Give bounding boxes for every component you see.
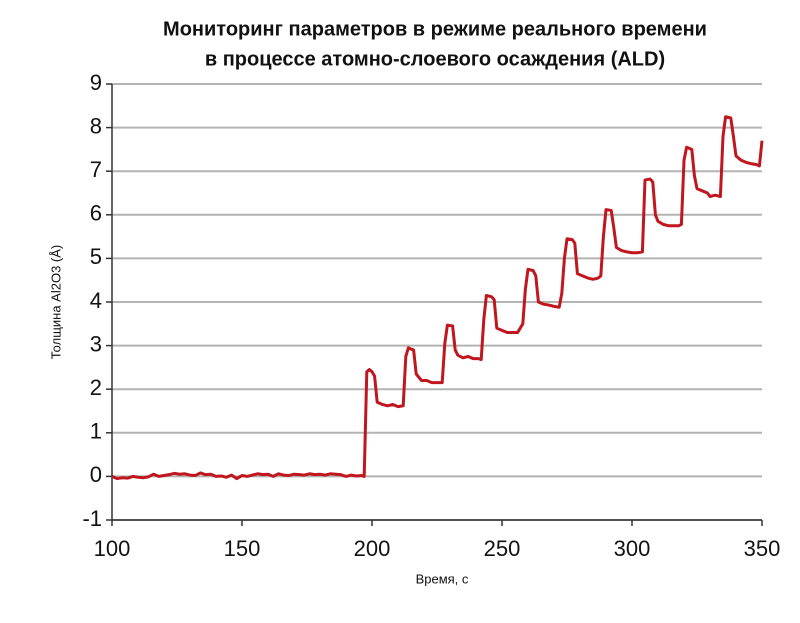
x-tick-label: 100 <box>94 536 131 561</box>
chart-title: в процессе атомно-слоевого осаждения (AL… <box>205 48 665 70</box>
y-tick-label: 9 <box>90 70 102 95</box>
data-line <box>111 115 764 481</box>
y-tick-label: 6 <box>90 201 102 226</box>
y-tick-label: 7 <box>90 157 102 182</box>
x-axis-label: Время, с <box>416 571 469 586</box>
y-tick-label: 1 <box>90 419 102 444</box>
y-tick-label: 5 <box>90 244 102 269</box>
y-tick-label: 4 <box>90 288 102 313</box>
y-tick-label: 3 <box>90 331 102 356</box>
y-axis-label: Толщина Al2O3 (Å) <box>48 245 63 360</box>
x-tick-label: 300 <box>614 536 651 561</box>
y-tick-label: -1 <box>82 506 102 531</box>
x-tick-label: 350 <box>744 536 781 561</box>
y-tick-label: 8 <box>90 113 102 138</box>
chart-title: Мониторинг параметров в режиме реального… <box>163 18 707 40</box>
y-tick-label: 2 <box>90 375 102 400</box>
y-tick-label: 0 <box>90 462 102 487</box>
x-tick-label: 250 <box>484 536 521 561</box>
x-tick-label: 150 <box>224 536 261 561</box>
x-tick-label: 200 <box>354 536 391 561</box>
